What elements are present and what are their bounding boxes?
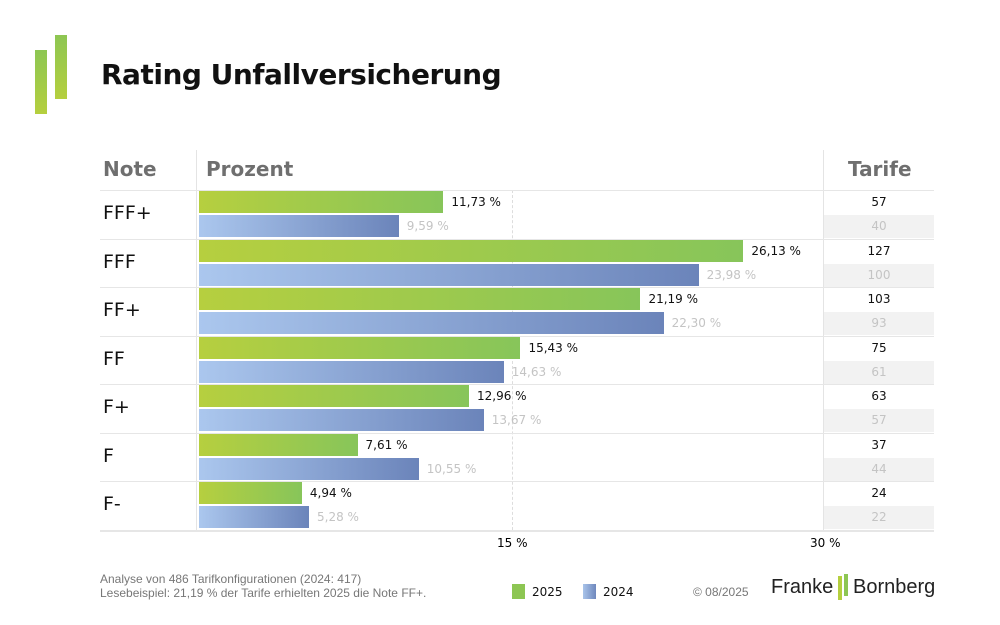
category-label: F- [103, 493, 121, 515]
row-divider [100, 238, 934, 240]
legend-label-2025: 2025 [532, 585, 563, 599]
x-tick-15: 15 % [497, 536, 528, 550]
bar-2025 [199, 191, 444, 213]
data-label-2025: 4,94 % [309, 486, 352, 500]
category-label: FFF+ [103, 202, 152, 224]
footer-note-1: Analyse von 486 Tarifkonfigurationen (20… [100, 572, 362, 586]
tarife-2025: 37 [871, 437, 887, 452]
tarife-2025: 24 [871, 486, 887, 500]
header-tarife: Tarife [848, 157, 912, 181]
legend-swatch-2024 [583, 584, 596, 599]
data-label-2025: 21,19 % [648, 292, 699, 306]
bar-2025 [199, 482, 302, 504]
tarife-2024: 44 [871, 461, 887, 476]
tarife-2025: 75 [871, 340, 887, 355]
tarife-row-bg-2024 [824, 215, 934, 238]
bar-2025 [199, 385, 469, 407]
axis-line [100, 530, 934, 532]
tarife-2024: 57 [871, 413, 887, 427]
brand-mark [844, 574, 848, 596]
header-prozent: Prozent [206, 157, 294, 181]
row-divider [100, 287, 934, 288]
category-label: FFF [103, 250, 136, 273]
x-tick-30: 30 % [810, 536, 841, 550]
logo-mark [35, 50, 47, 114]
data-label-2024: 5,28 % [317, 510, 359, 524]
tarife-2024: 61 [871, 364, 887, 379]
tarife-row-bg-2024 [824, 312, 934, 335]
row-divider [100, 481, 934, 482]
tarife-row-bg-2024 [824, 506, 934, 529]
header-note: Note [103, 157, 157, 181]
bar-2025 [199, 288, 641, 310]
tarife-row-bg-2024 [824, 360, 934, 384]
bar-2025 [199, 239, 744, 262]
bar-2024 [199, 457, 419, 480]
tarife-2025: 127 [867, 243, 891, 258]
tarife-2024: 40 [871, 219, 887, 233]
legend-swatch-2025 [512, 584, 525, 599]
tarife-2024: 93 [871, 316, 887, 330]
category-label: F [103, 444, 114, 467]
tarife-2024: 22 [871, 510, 887, 524]
data-label-2024: 9,59 % [406, 219, 449, 233]
tarife-2025: 63 [871, 389, 887, 403]
row-divider [100, 190, 934, 191]
bar-2024 [199, 409, 484, 431]
row-divider [100, 432, 934, 434]
page-title: Rating Unfallversicherung [101, 58, 502, 91]
category-label: FF+ [103, 299, 141, 321]
brand-mark [838, 576, 842, 600]
logo-mark-2 [55, 35, 67, 99]
data-label-2025: 11,73 % [451, 195, 501, 209]
footer-note-2: Lesebeispiel: 21,19 % der Tarife erhielt… [100, 586, 427, 600]
data-label-2025: 7,61 % [365, 437, 408, 452]
bar-2024 [199, 506, 309, 528]
brand-right: Bornberg [853, 576, 936, 598]
data-label-2025: 15,43 % [528, 340, 579, 355]
tarife-2024: 100 [867, 267, 891, 282]
tarife-2025: 103 [867, 292, 891, 306]
data-label-2024: 14,63 % [511, 364, 562, 379]
data-label-2025: 12,96 % [477, 389, 527, 403]
column-divider [196, 150, 197, 530]
brand-left: Franke [771, 576, 834, 598]
gridline-15 [512, 190, 513, 530]
bar-2024 [199, 263, 699, 286]
data-label-2025: 26,13 % [751, 243, 801, 258]
category-label: FF [103, 347, 125, 370]
category-label: F+ [103, 396, 130, 418]
column-divider [823, 150, 824, 530]
legend-label-2024: 2024 [603, 585, 634, 599]
data-label-2024: 13,67 % [491, 413, 542, 427]
data-label-2024: 10,55 % [426, 461, 477, 476]
tarife-row-bg-2024 [824, 457, 934, 481]
data-label-2024: 22,30 % [671, 316, 722, 330]
copyright: © 08/2025 [693, 585, 749, 599]
tarife-2025: 57 [871, 195, 887, 209]
row-divider [100, 384, 934, 385]
bar-2025 [199, 336, 521, 359]
data-label-2024: 23,98 % [706, 267, 757, 282]
tarife-row-bg-2024 [824, 263, 934, 287]
bar-2024 [199, 312, 664, 334]
row-divider [100, 335, 934, 337]
bar-2025 [199, 433, 358, 456]
tarife-row-bg-2024 [824, 409, 934, 432]
bar-2024 [199, 215, 399, 237]
bar-2024 [199, 360, 504, 383]
